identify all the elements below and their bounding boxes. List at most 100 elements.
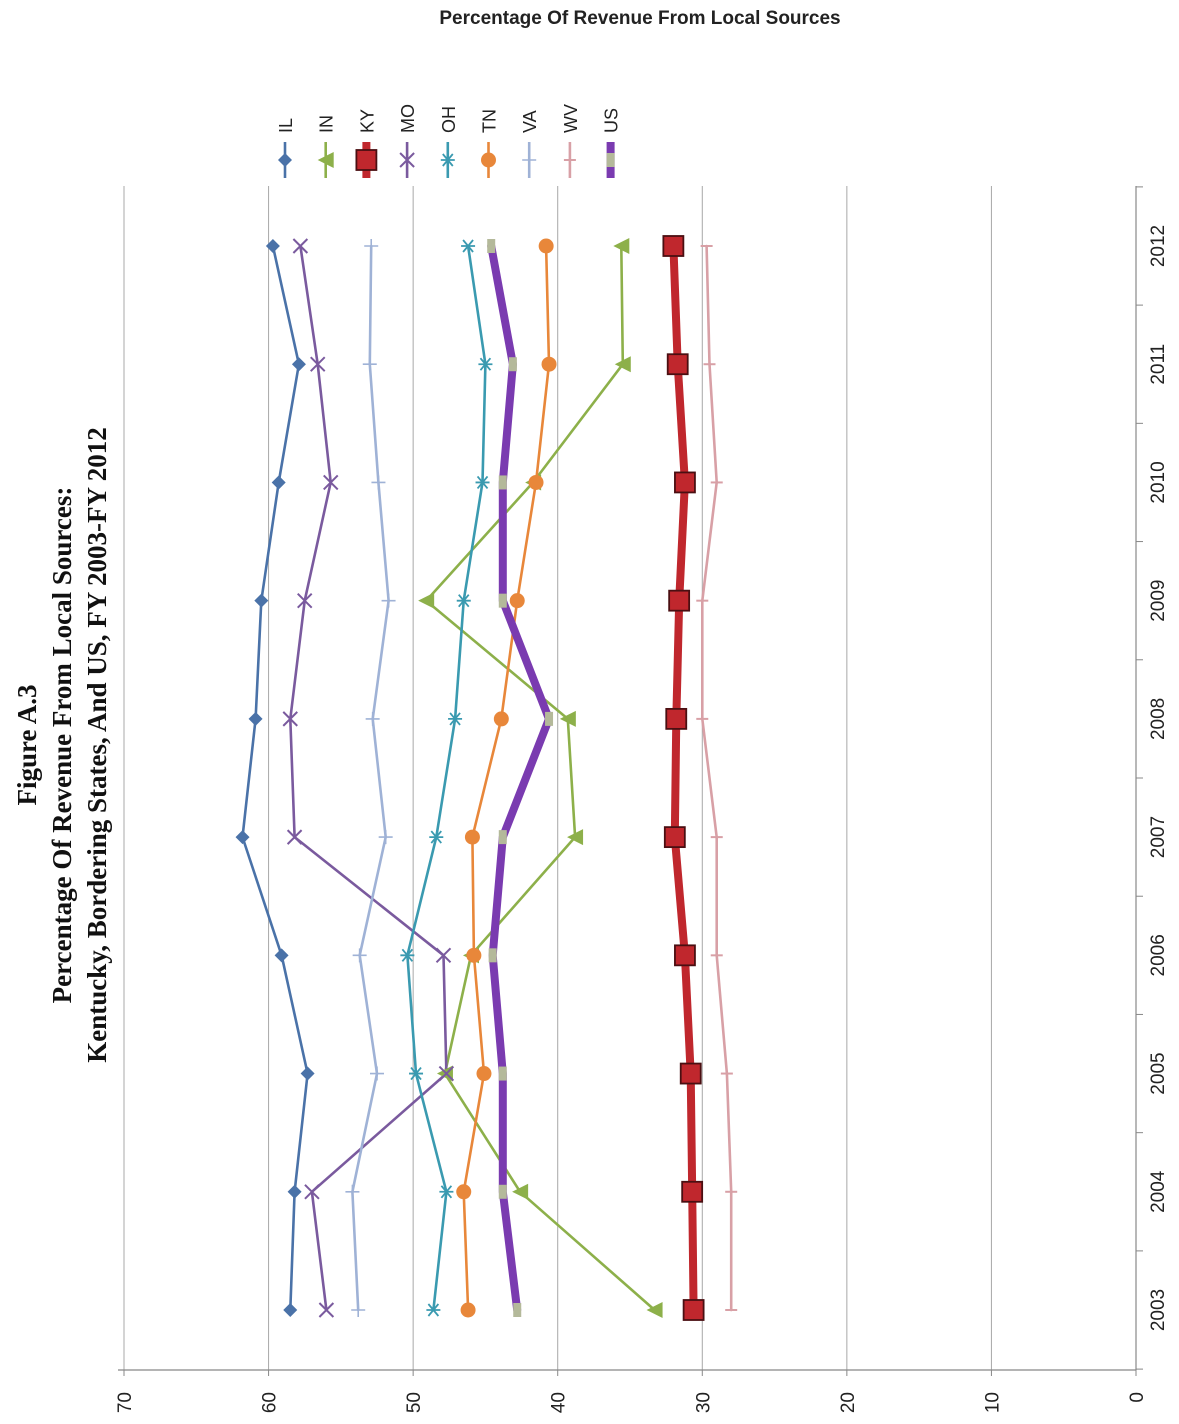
data-point (318, 1302, 335, 1318)
category-tick-label: 2007 (1148, 816, 1169, 858)
legend-item-il: IL (276, 118, 296, 178)
legend-item-oh: OH (439, 106, 459, 178)
data-point (674, 944, 696, 967)
data-point (513, 1303, 522, 1317)
data-point (265, 239, 280, 253)
legend-item-wv: WV (561, 104, 581, 178)
gridlines (123, 186, 992, 1370)
data-point (418, 592, 435, 609)
legend-label: KY (357, 109, 377, 133)
legend-item-mo: MO (398, 104, 418, 178)
data-point (679, 1062, 702, 1085)
figure-label: Figure A.3 (12, 685, 42, 806)
data-point (370, 1066, 384, 1081)
figure-subheading: Kentucky, Bordering States, And US, FY 2… (82, 427, 112, 1063)
category-tick-label: 2009 (1148, 580, 1169, 622)
legend-label: IN (317, 115, 337, 133)
value-tick-label: 60 (260, 1392, 281, 1413)
data-point (522, 153, 537, 167)
data-point (464, 829, 480, 845)
legend-item-in: IN (317, 115, 337, 178)
data-point (362, 357, 377, 372)
series-markers-us (487, 239, 554, 1317)
data-point (300, 1066, 315, 1081)
data-point (287, 1184, 302, 1199)
data-point (466, 947, 482, 963)
series-line-oh (406, 244, 487, 1312)
data-point (274, 948, 289, 963)
data-point (512, 1183, 529, 1200)
data-point (365, 711, 380, 726)
series-markers-wv (696, 245, 738, 1311)
data-point (304, 1184, 320, 1200)
value-tick-label: 0 (1127, 1392, 1148, 1403)
data-point (456, 1184, 472, 1200)
plot-area (235, 235, 738, 1321)
series-markers-oh (400, 239, 493, 1317)
data-point (283, 1303, 298, 1317)
data-point (355, 149, 378, 171)
category-tick-label: 2011 (1148, 344, 1169, 385)
data-point (493, 711, 509, 727)
data-point (668, 589, 691, 612)
data-point (545, 711, 554, 726)
data-point (613, 238, 630, 254)
data-point (681, 1180, 704, 1203)
data-point (460, 1302, 476, 1318)
data-point (436, 1065, 453, 1082)
data-point (400, 948, 415, 962)
data-point (254, 593, 269, 608)
legend: IL IN KY MO OH TN VA WV US (276, 104, 622, 178)
value-tick-label: 40 (549, 1392, 570, 1413)
chart-title: Percentage Of Revenue From Local Sources (439, 8, 840, 29)
data-point (297, 592, 313, 609)
data-point (606, 153, 615, 167)
data-point (435, 947, 452, 964)
series-line-va (351, 244, 390, 1312)
data-point (498, 830, 507, 845)
data-point (509, 593, 525, 609)
data-point (662, 235, 685, 257)
series-markers-il (235, 239, 315, 1317)
series-markers-va (345, 239, 396, 1317)
data-point (426, 1303, 441, 1317)
value-tick-label: 50 (404, 1392, 425, 1413)
data-point (378, 830, 393, 845)
data-point (476, 1066, 492, 1082)
data-point (364, 239, 379, 253)
data-point (235, 830, 250, 845)
category-tick-label: 2003 (1148, 1289, 1169, 1331)
series-markers-mo (282, 238, 455, 1318)
legend-item-ky: KY (355, 109, 378, 178)
data-point (381, 593, 396, 608)
series-line-ky (669, 242, 698, 1314)
data-point (271, 475, 286, 490)
legend-label: US (602, 108, 622, 133)
data-point (674, 471, 696, 494)
series-markers-tn (456, 238, 557, 1318)
data-point (371, 475, 386, 490)
data-point (323, 474, 339, 491)
data-point (282, 711, 298, 727)
value-tick-label: 30 (693, 1392, 714, 1413)
data-point (475, 475, 490, 490)
series-markers-in (418, 238, 663, 1318)
data-point (456, 594, 471, 608)
data-point (439, 1185, 454, 1199)
value-tick-label: 70 (115, 1392, 136, 1413)
data-point (665, 707, 688, 730)
series-line-il (241, 244, 309, 1312)
data-point (351, 1303, 366, 1317)
category-tick-label: 2008 (1148, 698, 1169, 740)
data-point (409, 1066, 424, 1081)
data-point (498, 593, 507, 608)
data-point (438, 1065, 455, 1082)
data-point (498, 475, 507, 490)
category-tick-label: 2010 (1148, 461, 1169, 503)
data-point (292, 238, 309, 254)
data-point (663, 826, 686, 849)
data-point (614, 356, 631, 373)
series-line-tn (462, 244, 551, 1312)
data-point (399, 152, 415, 168)
